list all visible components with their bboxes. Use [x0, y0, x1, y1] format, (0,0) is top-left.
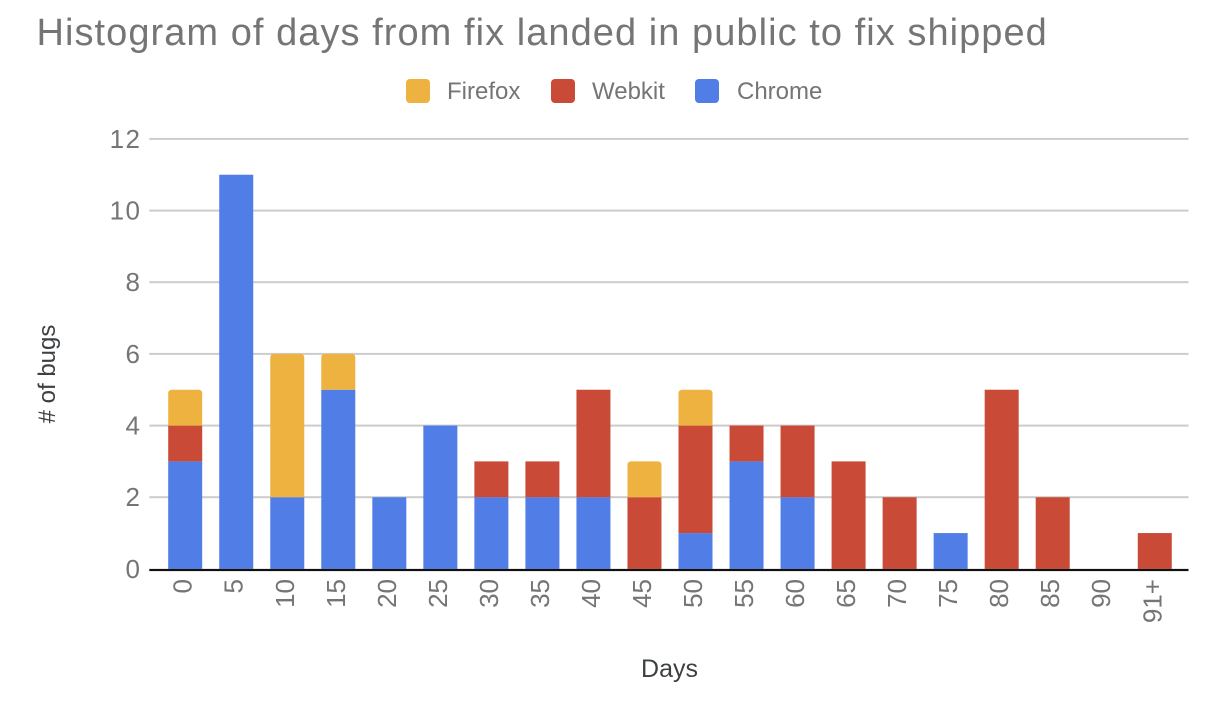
svg-text:5: 5 — [219, 579, 249, 593]
svg-text:2: 2 — [126, 482, 142, 512]
svg-text:45: 45 — [627, 579, 657, 608]
svg-text:10: 10 — [110, 196, 142, 226]
svg-text:Histogram of days from fix lan: Histogram of days from fix landed in pub… — [37, 12, 1048, 54]
svg-text:75: 75 — [933, 579, 963, 608]
svg-text:Chrome: Chrome — [737, 78, 822, 105]
svg-text:90: 90 — [1086, 579, 1116, 608]
svg-text:Firefox: Firefox — [447, 78, 520, 105]
svg-text:0: 0 — [126, 554, 142, 584]
svg-text:35: 35 — [525, 579, 555, 608]
svg-text:15: 15 — [321, 579, 351, 608]
svg-text:Webkit: Webkit — [592, 78, 665, 105]
svg-text:8: 8 — [126, 267, 142, 297]
svg-text:6: 6 — [126, 339, 142, 369]
svg-text:50: 50 — [678, 579, 708, 608]
svg-text:91+: 91+ — [1137, 579, 1167, 623]
svg-text:4: 4 — [126, 411, 142, 441]
svg-text:60: 60 — [780, 579, 810, 608]
svg-text:20: 20 — [372, 579, 402, 608]
svg-text:80: 80 — [984, 579, 1014, 608]
svg-text:25: 25 — [423, 579, 453, 608]
svg-text:70: 70 — [882, 579, 912, 608]
svg-text:12: 12 — [110, 124, 142, 154]
svg-text:40: 40 — [576, 579, 606, 608]
svg-text:55: 55 — [729, 579, 759, 608]
svg-text:30: 30 — [474, 579, 504, 608]
svg-text:Days: Days — [641, 655, 698, 683]
svg-text:65: 65 — [831, 579, 861, 608]
svg-text:# of bugs: # of bugs — [34, 325, 61, 424]
svg-text:10: 10 — [270, 579, 300, 608]
svg-text:85: 85 — [1035, 579, 1065, 608]
svg-text:0: 0 — [168, 579, 198, 593]
